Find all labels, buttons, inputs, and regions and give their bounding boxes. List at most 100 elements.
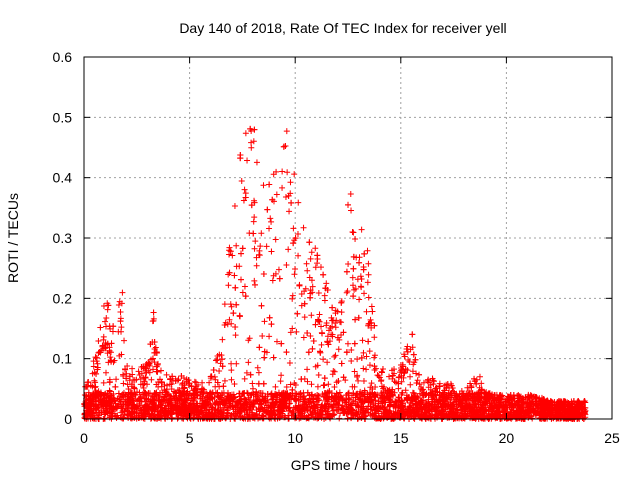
data-point [100,379,107,386]
data-point [287,407,294,414]
data-point [360,377,367,384]
data-point [527,408,534,415]
data-point [219,399,226,406]
data-point [231,380,238,387]
data-point [149,355,156,362]
data-point [361,250,368,257]
data-point [229,404,236,411]
data-point [168,414,175,421]
data-point [304,366,311,373]
data-point [478,386,485,393]
data-point [171,388,177,395]
data-point [510,413,517,420]
data-point [296,282,303,289]
data-point [500,408,507,415]
data-point [81,392,88,399]
data-point [321,375,328,382]
data-point [363,366,370,373]
data-point [427,389,434,396]
data-point [318,329,325,336]
data-point [263,402,270,409]
data-point [198,386,205,393]
data-point [431,406,438,413]
data-point [278,372,285,379]
data-point [416,381,423,388]
data-point [312,321,319,328]
data-point [433,396,440,403]
data-point [392,398,399,405]
data-point [228,320,235,327]
data-point [356,296,363,303]
data-point [300,405,307,412]
data-point [111,396,118,403]
data-point [245,359,252,366]
data-point [342,396,349,403]
data-point [221,377,228,384]
data-point [312,264,319,271]
data-point [228,360,235,367]
data-point [338,319,345,326]
data-point [314,383,321,390]
data-point [142,389,149,396]
data-point [251,126,258,133]
data-point [425,376,432,383]
data-point [167,376,174,383]
data-point [398,378,405,385]
data-point [340,374,347,381]
data-point [301,300,308,307]
data-point [291,380,298,387]
data-point [231,202,238,209]
data-point [401,353,408,360]
data-point [106,347,113,354]
data-point [358,276,365,283]
data-point [102,397,109,404]
data-point [485,392,492,399]
data-point [307,408,314,415]
data-point [134,389,141,396]
data-point [335,402,342,409]
data-point [359,393,366,400]
data-point [289,292,296,299]
data-point [476,396,483,403]
chart-title: Day 140 of 2018, Rate Of TEC Index for r… [179,20,506,36]
data-point [371,322,378,329]
data-point [409,368,416,375]
data-point [128,381,135,388]
data-point [515,408,522,415]
data-point [366,398,373,405]
data-point [228,376,235,383]
data-point [257,401,264,408]
data-point [361,290,368,297]
data-point [445,392,452,399]
data-point [93,354,100,361]
data-point [173,410,180,417]
data-point [448,410,455,417]
data-point [409,331,416,338]
data-point [112,383,119,390]
data-point [234,402,241,409]
data-point [517,393,524,400]
data-point [348,207,355,214]
data-point [292,395,299,402]
data-point [360,266,367,273]
data-point [178,373,185,380]
data-point [102,318,109,325]
data-point [360,349,367,356]
data-point [157,401,164,408]
data-point [251,401,258,408]
data-point [173,392,180,399]
data-point [310,396,317,403]
data-point [251,214,258,221]
data-point [302,285,309,292]
data-point [95,414,102,421]
data-point [245,394,252,401]
data-point [368,380,375,387]
data-point [273,338,280,345]
data-point [181,396,188,403]
data-point [166,392,173,399]
data-point [348,406,355,413]
data-point [244,157,251,164]
data-point [498,396,505,403]
data-point [156,412,163,419]
data-point [216,367,223,374]
